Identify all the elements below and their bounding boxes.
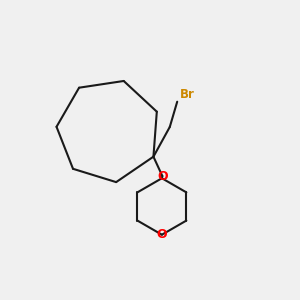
Text: O: O: [157, 169, 168, 182]
Text: Br: Br: [180, 88, 194, 101]
Text: O: O: [157, 228, 167, 241]
